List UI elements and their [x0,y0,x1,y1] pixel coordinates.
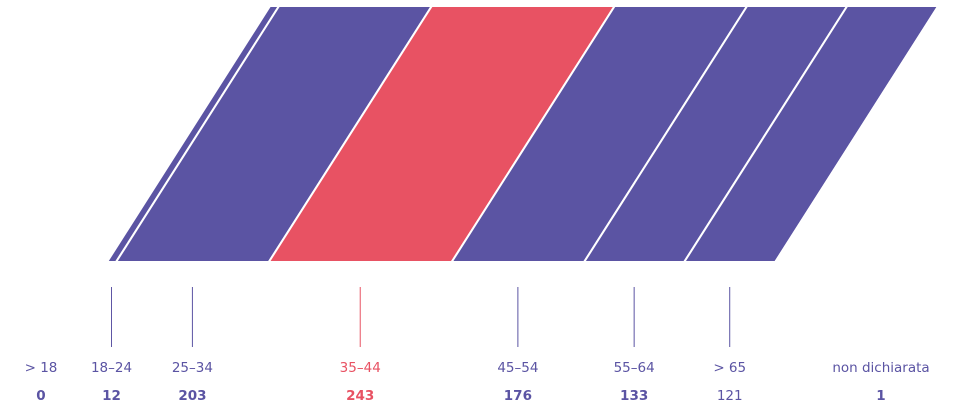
segment-non-dichiarata [773,5,941,263]
category-label-25-34: 25–34 [172,360,213,376]
category-label-55-64: 55–64 [614,360,655,376]
category-label-35-44: 35–44 [340,360,381,376]
value-label-55-64: 133 [620,388,648,404]
value-labels: 0 12 203 243 176 133 121 1 [36,388,885,404]
value-label-35-44: 243 [346,388,374,404]
category-label-45-54: 45–54 [497,360,538,376]
value-label-non-dichiarata: 1 [876,388,885,404]
value-label-25-34: 203 [178,388,206,404]
value-label-18: 0 [36,388,45,404]
value-label-45-54: 176 [504,388,532,404]
category-label-18-24: 18–24 [91,360,132,376]
band-segments [105,5,941,263]
category-labels: > 18 18–24 25–34 35–44 45–54 55–64 > 65 non dic… [25,360,930,376]
value-label-18-24: 12 [102,388,121,404]
category-label-65: > 65 [713,360,746,376]
value-label-65: 121 [717,388,743,404]
tick-marks [111,287,731,347]
category-label-18: > 18 [25,360,58,376]
category-label-non-dichiarata: non dichiarata [832,360,929,376]
